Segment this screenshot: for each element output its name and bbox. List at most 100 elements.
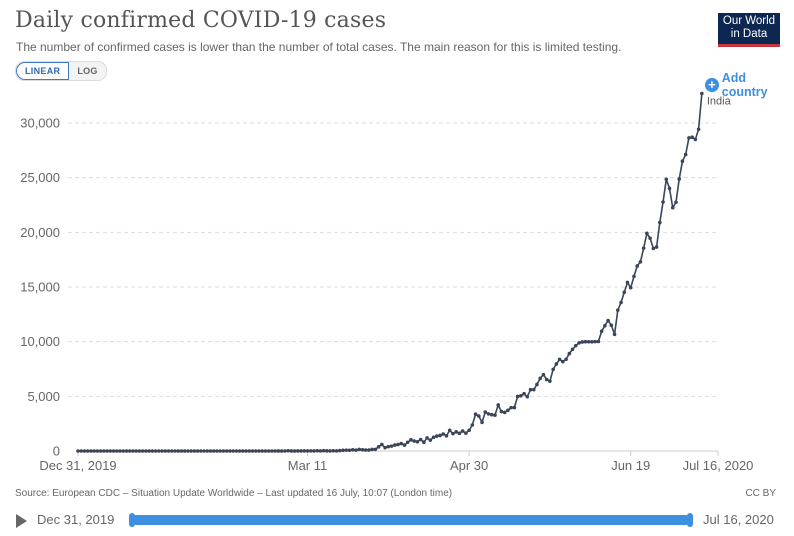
data-point <box>515 394 520 399</box>
data-point <box>134 449 138 453</box>
data-point <box>279 449 284 453</box>
data-point <box>208 449 213 453</box>
data-point <box>105 449 109 453</box>
data-point <box>373 447 378 452</box>
license-link[interactable]: CC BY <box>745 488 776 499</box>
data-point <box>680 159 685 164</box>
data-point <box>674 200 678 205</box>
log-scale-button[interactable]: LOG <box>77 66 98 76</box>
data-point <box>632 274 636 279</box>
data-point <box>215 449 219 453</box>
data-point <box>283 449 287 453</box>
data-point <box>82 449 87 453</box>
data-point <box>451 431 455 436</box>
data-point <box>700 91 704 96</box>
data-point <box>273 449 277 453</box>
grid-lines <box>68 122 718 397</box>
data-point <box>140 449 145 453</box>
data-point <box>422 440 426 445</box>
data-point <box>257 449 261 453</box>
y-tick-label: 25,000 <box>20 170 60 185</box>
data-point <box>228 449 232 453</box>
owid-logo[interactable]: Our World in Data <box>718 13 780 47</box>
data-point <box>163 449 168 453</box>
data-point <box>98 449 103 453</box>
data-point <box>376 445 381 449</box>
source-note: Source: European CDC – Situation Update … <box>15 488 453 499</box>
x-axis: Dec 31, 2019 Mar 11 Apr 30 Jun 19 Jul 16, 20… <box>39 450 753 473</box>
data-point <box>221 449 226 453</box>
data-point <box>551 367 555 372</box>
data-point <box>247 449 252 453</box>
data-point <box>567 351 572 356</box>
timeline-slider[interactable] <box>129 513 693 527</box>
data-point <box>645 231 649 236</box>
data-point <box>237 449 242 453</box>
data-point <box>263 449 268 453</box>
data-point <box>325 449 329 453</box>
data-point <box>473 412 478 417</box>
data-point <box>150 449 155 453</box>
logo-line-1: Our World <box>722 15 776 27</box>
data-point <box>561 359 565 364</box>
data-point <box>367 448 371 452</box>
add-country-button[interactable]: + Add country <box>705 71 794 99</box>
data-point <box>441 432 446 436</box>
data-point <box>231 449 235 453</box>
data-point <box>480 420 484 425</box>
data-point <box>509 405 513 410</box>
data-point <box>386 444 391 449</box>
data-point <box>308 449 313 453</box>
y-axis-ticks: 0 5,000 10,000 15,000 20,000 25,000 30,000 <box>20 116 60 459</box>
y-tick-label: 15,000 <box>20 280 60 295</box>
data-point <box>502 410 507 415</box>
data-point <box>693 137 698 142</box>
data-point <box>628 285 633 290</box>
data-point <box>573 343 578 348</box>
data-point <box>658 220 662 225</box>
data-point <box>460 429 465 433</box>
data-point <box>415 439 420 444</box>
data-point <box>199 449 203 453</box>
legend-label-india[interactable]: India <box>707 96 732 108</box>
timeline-end-handle[interactable] <box>687 513 693 527</box>
data-point <box>548 379 552 383</box>
data-point <box>522 391 526 396</box>
data-point <box>389 444 394 448</box>
data-point <box>195 449 200 453</box>
data-point <box>357 447 362 452</box>
data-point <box>173 449 177 453</box>
data-point <box>224 449 229 453</box>
data-point <box>622 290 627 295</box>
data-point <box>635 264 639 268</box>
data-point <box>431 435 436 440</box>
data-point <box>131 449 135 453</box>
data-point <box>412 439 416 443</box>
data-point <box>202 449 206 453</box>
data-point <box>619 300 623 305</box>
linear-scale-button[interactable]: LINEAR <box>16 62 70 80</box>
data-point <box>531 387 536 392</box>
data-point <box>92 449 96 453</box>
data-point <box>318 449 323 453</box>
data-point <box>266 449 271 453</box>
data-point <box>383 445 387 450</box>
x-tick-label: Apr 30 <box>450 458 488 473</box>
plus-circle-icon: + <box>705 78 719 92</box>
data-point <box>169 449 174 453</box>
data-point <box>554 362 559 366</box>
data-point <box>557 357 562 362</box>
play-icon[interactable] <box>16 514 27 528</box>
data-point <box>512 405 517 410</box>
data-point <box>153 449 158 453</box>
timeline-start-handle[interactable] <box>129 513 135 527</box>
data-point <box>506 408 510 413</box>
data-point <box>344 448 349 452</box>
data-point <box>690 135 694 140</box>
data-point <box>157 449 161 453</box>
data-point <box>334 449 339 453</box>
data-point <box>470 423 475 427</box>
x-tick-label: Jun 19 <box>611 458 650 473</box>
data-point <box>186 449 190 453</box>
